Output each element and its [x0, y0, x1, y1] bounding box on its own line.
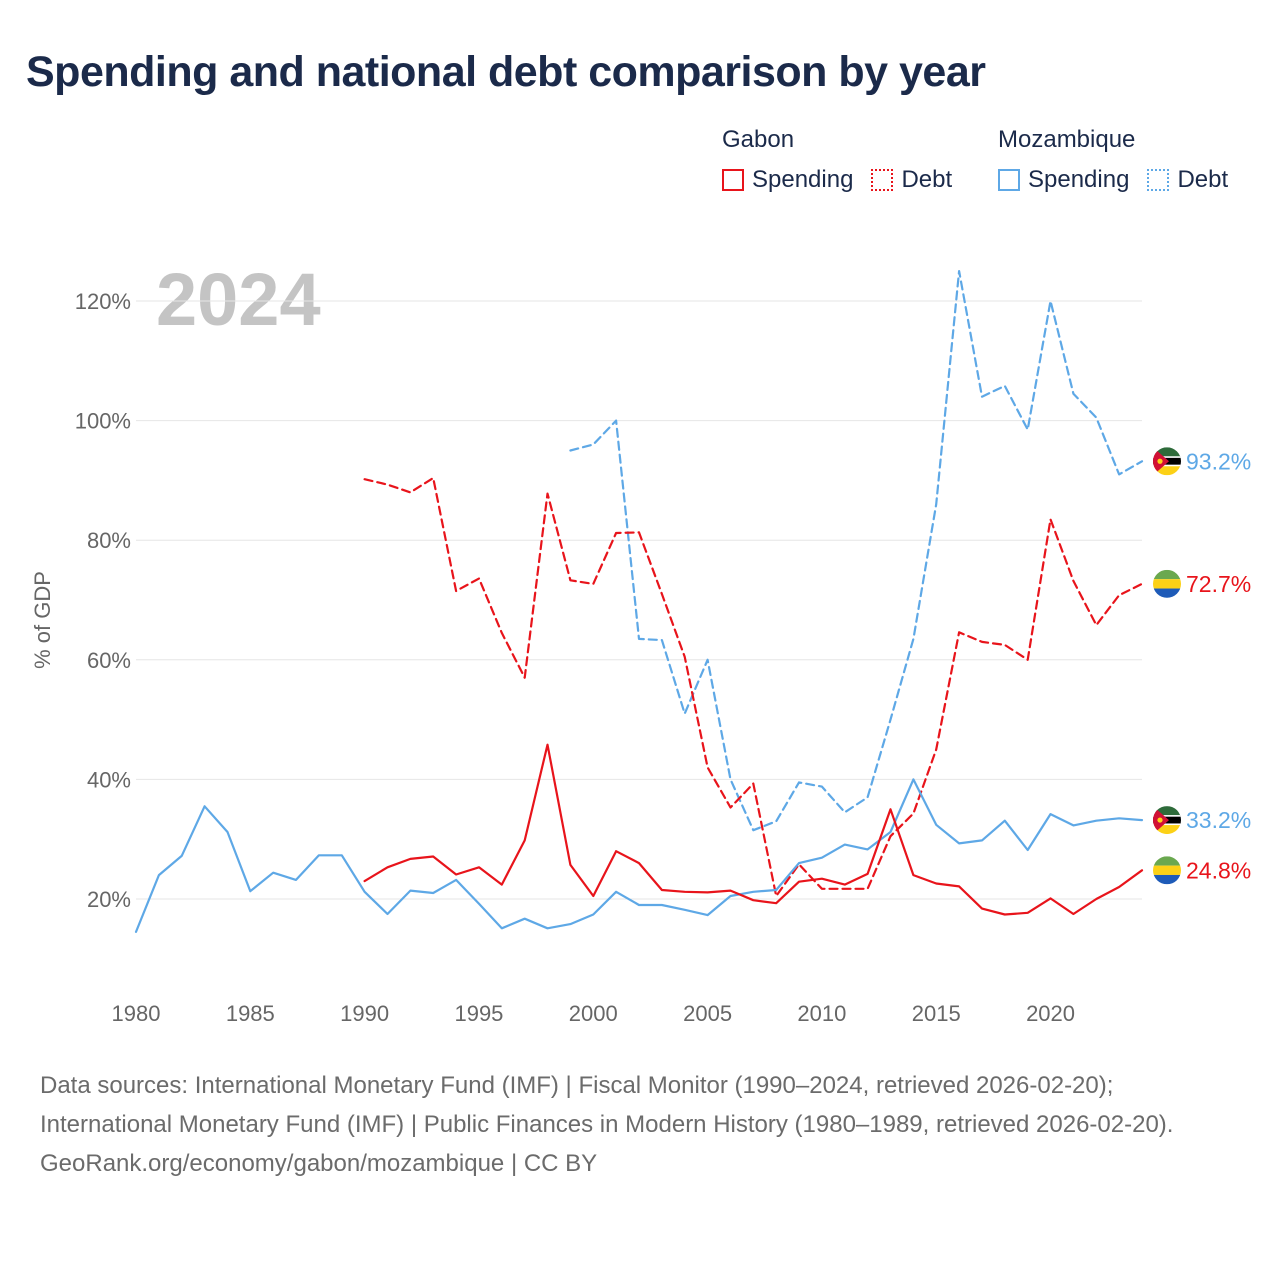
legend-group-mozambique: Mozambique Spending Debt [998, 124, 1246, 194]
legend-item-gabon-debt[interactable]: Debt [871, 166, 952, 194]
legend-swatch-solid [722, 169, 744, 191]
x-axis-ticks: 1980 1985 1990 1995 2000 2005 2010 2015 2020 [112, 1001, 1075, 1026]
x-tick-label: 2015 [912, 1001, 961, 1026]
gridlines [136, 300, 1142, 900]
legend-swatch-dotted [1147, 169, 1170, 191]
end-value-label: 93.2% [1186, 448, 1251, 474]
mozambique-flag-icon [1153, 447, 1181, 476]
end-value-label: 24.8% [1186, 857, 1251, 883]
y-tick-label: 60% [87, 648, 131, 673]
legend-item-mozambique-debt[interactable]: Debt [1147, 166, 1228, 194]
gabon-flag-icon [1153, 569, 1181, 598]
end-value-label: 33.2% [1186, 807, 1251, 833]
line-chart: 2024 20%40%60%80%100%120% 1980 1985 1990 19… [30, 258, 1251, 1026]
legend-swatch-solid [998, 169, 1020, 191]
y-tick-label: 80% [87, 528, 131, 553]
x-tick-label: 1985 [226, 1001, 275, 1026]
legend-group-gabon: Gabon Spending Debt [722, 124, 970, 194]
legend-item-label: Debt [901, 166, 953, 193]
gabon-flag-icon [1153, 856, 1181, 885]
x-tick-label: 1990 [340, 1001, 389, 1026]
series-line-gabon-spending[interactable] [363, 743, 1144, 916]
x-tick-label: 2000 [569, 1001, 618, 1026]
series-line-mozambique-spending[interactable] [134, 778, 1144, 934]
data-sources: Data sources: International Monetary Fun… [40, 1072, 1174, 1138]
legend-country-label: Mozambique [998, 126, 1136, 153]
mozambique-flag-icon [1153, 806, 1181, 835]
series-lines [134, 270, 1144, 934]
y-tick-label: 40% [87, 767, 131, 792]
legend-item-label: Debt [1177, 166, 1229, 193]
end-value-label: 72.7% [1186, 571, 1251, 597]
legend-item-mozambique-spending[interactable]: Spending [998, 166, 1129, 194]
x-tick-label: 2020 [1026, 1001, 1075, 1026]
x-tick-label: 2005 [683, 1001, 732, 1026]
legend-swatch-dotted [871, 169, 894, 191]
y-axis-label: % of GDP [30, 571, 55, 669]
x-tick-label: 1980 [112, 1001, 161, 1026]
legend-item-label: Spending [752, 166, 854, 193]
year-watermark: 2024 [156, 258, 321, 341]
series-line-gabon-debt[interactable] [363, 476, 1144, 898]
x-tick-label: 1995 [454, 1001, 503, 1026]
legend-item-label: Spending [1028, 166, 1130, 193]
series-line-mozambique-debt[interactable] [569, 270, 1144, 832]
y-tick-label: 100% [75, 409, 131, 434]
legend-item-gabon-spending[interactable]: Spending [722, 166, 853, 194]
y-axis-ticks: 20% 40% 60% 80% 100% 120% [75, 289, 131, 912]
legend-country-label: Gabon [722, 126, 795, 153]
chart-title: Spending and national debt comparison by… [26, 48, 986, 96]
end-labels: 93.2% 72.7% 33.2% 24.8% [1153, 447, 1251, 885]
footer: Data sources: International Monetary Fun… [40, 1066, 1240, 1183]
y-tick-label: 120% [75, 289, 131, 314]
y-tick-label: 20% [87, 887, 131, 912]
x-tick-label: 2010 [797, 1001, 846, 1026]
credit-link[interactable]: GeoRank.org/economy/gabon/mozambique | C… [40, 1150, 598, 1177]
